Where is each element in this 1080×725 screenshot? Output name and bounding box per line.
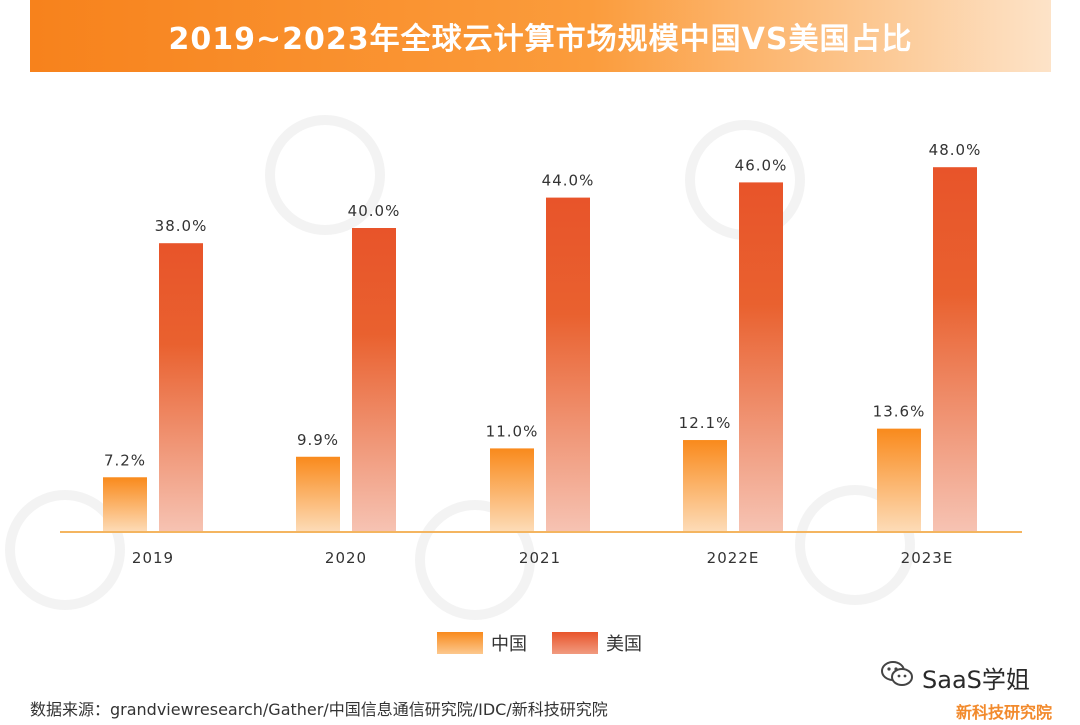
data-label-usa-2020: 40.0% xyxy=(348,202,401,220)
watermark-logo xyxy=(5,490,125,610)
data-label-china-2020: 9.9% xyxy=(297,431,339,449)
legend-swatch-china xyxy=(437,632,483,654)
x-tick-label-2023E: 2023E xyxy=(901,549,954,567)
bar-usa-2023E xyxy=(933,167,977,532)
account-name: SaaS学姐 xyxy=(922,666,1030,694)
legend-item-usa: 美国 xyxy=(552,630,642,656)
brand-label: 新科技研究院 xyxy=(955,703,1052,722)
data-label-usa-2022E: 46.0% xyxy=(735,156,788,174)
legend-item-china: 中国 xyxy=(437,630,527,656)
x-tick-label-2019: 2019 xyxy=(132,549,174,567)
data-label-china-2023E: 13.6% xyxy=(873,403,926,421)
watermark-logo xyxy=(795,485,915,605)
data-label-usa-2021: 44.0% xyxy=(542,172,595,190)
legend-label-usa: 美国 xyxy=(606,634,642,655)
bar-china-2021 xyxy=(490,448,534,532)
legend-swatch-usa xyxy=(552,632,598,654)
bar-china-2023E xyxy=(877,428,921,532)
bar-usa-2021 xyxy=(546,197,590,532)
chart-title-banner: 2019~2023年全球云计算市场规模中国VS美国占比 xyxy=(30,0,1051,72)
legend-label-china: 中国 xyxy=(491,634,527,655)
x-tick-label-2020: 2020 xyxy=(325,549,367,567)
data-label-china-2019: 7.2% xyxy=(104,451,146,469)
bar-china-2020 xyxy=(296,456,340,532)
bar-usa-2020 xyxy=(352,228,396,532)
watermark-logo xyxy=(265,115,385,235)
data-label-usa-2023E: 48.0% xyxy=(929,141,982,159)
bar-usa-2019 xyxy=(159,243,203,532)
legend: 中国 美国 xyxy=(437,630,667,656)
data-label-china-2022E: 12.1% xyxy=(679,414,732,432)
wechat-icon xyxy=(880,660,914,695)
account-tag: SaaS学姐 xyxy=(880,660,1030,695)
x-tick-label-2021: 2021 xyxy=(519,549,561,567)
bar-china-2022E xyxy=(683,440,727,532)
bar-usa-2022E xyxy=(739,182,783,532)
data-label-china-2021: 11.0% xyxy=(486,422,539,440)
x-tick-label-2022E: 2022E xyxy=(707,549,760,567)
bar-china-2019 xyxy=(103,477,147,532)
data-label-usa-2019: 38.0% xyxy=(155,217,208,235)
watermark-logo xyxy=(415,500,535,620)
chart-title: 2019~2023年全球云计算市场规模中国VS美国占比 xyxy=(168,22,913,57)
data-source-note: 数据来源：grandviewresearch/Gather/中国信息通信研究院/… xyxy=(30,700,608,719)
